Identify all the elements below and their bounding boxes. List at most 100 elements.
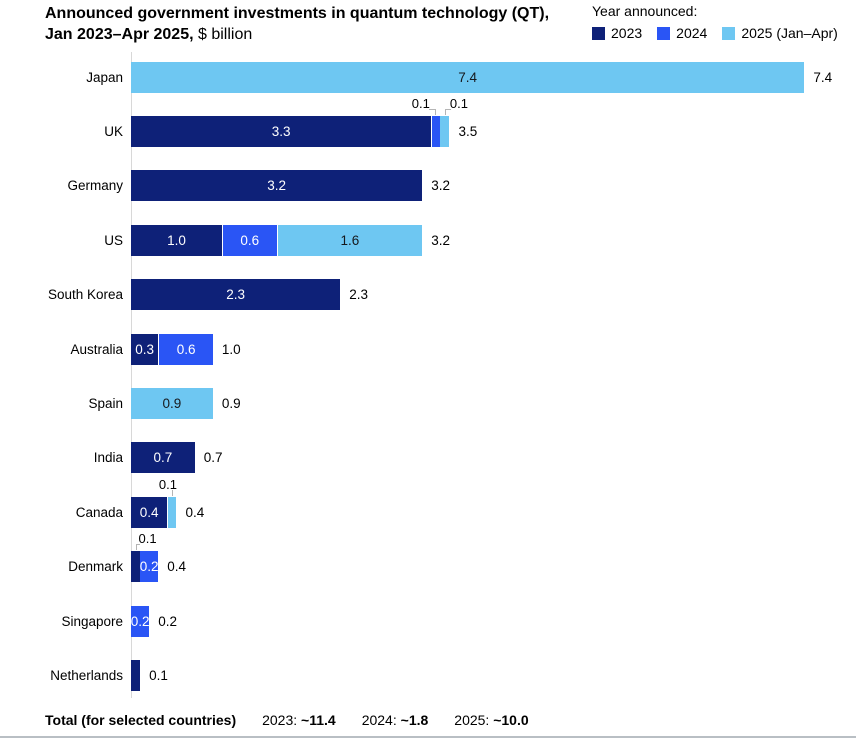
segment-value-label: 7.4	[458, 69, 478, 85]
segment-value-label: 0.2	[130, 613, 150, 629]
footer-value-2025: ~10.0	[493, 712, 529, 728]
footer-total-2024: 2024: ~1.8	[362, 712, 429, 728]
bar-row-canada: Canada 0.4 0.1 0.4	[0, 477, 856, 539]
callout-connector	[428, 109, 436, 116]
bar-segment-2023	[131, 551, 141, 583]
legend-title: Year announced:	[592, 3, 698, 19]
segment-value-label: 0.3	[135, 341, 155, 357]
country-label: UK	[104, 124, 123, 140]
bar-total-label: 2.3	[349, 287, 369, 303]
country-label: India	[93, 450, 123, 466]
bar-segment-2024: 0.6	[158, 333, 213, 365]
segment-value-label: 1.6	[340, 232, 360, 248]
footer-value-2024: ~1.8	[400, 712, 429, 728]
segment-value-label: 0.6	[176, 341, 196, 357]
bar-group: 0.1	[131, 659, 856, 691]
country-label: Germany	[67, 178, 123, 194]
bar-group: 0.9 0.9	[131, 388, 856, 420]
bar-segment-2023	[131, 659, 141, 691]
bar-total-label: 0.1	[149, 667, 168, 683]
footer-value-2023: ~11.4	[301, 712, 336, 728]
footer: Total (for selected countries) 2023: ~11…	[0, 712, 856, 738]
bar-row-japan: Japan 7.4 7.4	[0, 50, 856, 104]
axis-line	[131, 52, 132, 698]
bar-total-label: 0.4	[167, 559, 187, 575]
bar-group: 0.3 0.6 1.0	[131, 333, 856, 365]
callout-value-label: 0.1	[449, 96, 468, 112]
legend-label-2024: 2024	[676, 25, 708, 41]
bar-segment-2024: 0.6	[222, 224, 277, 256]
bar-segment-2025: 7.4	[131, 61, 805, 93]
country-label: South Korea	[47, 287, 123, 303]
title-line-1: Announced government investments in quan…	[45, 5, 550, 22]
segment-value-label: 0.6	[240, 232, 260, 248]
country-label: Australia	[70, 341, 123, 357]
bar-group: 3.3 0.1 0.1 3.5	[131, 96, 856, 148]
bar-segment-2023: 3.2	[131, 170, 423, 202]
legend-swatch-2025-icon	[722, 27, 736, 40]
bar-total-label: 3.2	[431, 232, 450, 248]
bar-group: 7.4 7.4	[131, 61, 856, 93]
bar-segment-2025: 0.9	[131, 388, 213, 420]
segment-value-label: 0.4	[139, 504, 159, 520]
bar-total-label: 0.4	[185, 504, 205, 520]
bar-group: 0.4 0.1 0.4	[131, 477, 856, 528]
country-label: US	[104, 232, 123, 248]
bar-row-australia: Australia 0.3 0.6 1.0	[0, 322, 856, 376]
bar-group: 2.3 2.3	[131, 279, 856, 311]
legend-swatch-2023-icon	[592, 27, 605, 40]
country-label: Denmark	[68, 559, 123, 575]
callout-value-label: 0.1	[158, 476, 177, 492]
title-line-2-bold: Jan 2023–Apr 2025,	[45, 26, 194, 43]
legend-label-2023: 2023	[611, 25, 643, 41]
bar-row-uk: UK 3.3 0.1 0.1 3.5	[0, 96, 856, 158]
bar-row-spain: Spain 0.9 0.9	[0, 376, 856, 430]
bar-group: 0.1 0.2 0.4	[131, 531, 856, 583]
bar-group: 3.2 3.2	[131, 170, 856, 202]
bar-segment-2023: 1.0	[131, 224, 222, 256]
legend-item-2024: 2024	[657, 25, 707, 42]
legend: Year announced: 2023 2024 2025 (Jan–Apr)	[592, 3, 848, 42]
footer-total-2023: 2023: ~11.4	[262, 712, 336, 728]
bar-row-denmark: Denmark 0.1 0.2 0.4	[0, 531, 856, 594]
bar-row-germany: Germany 3.2 3.2	[0, 159, 856, 213]
country-label: Canada	[75, 504, 123, 520]
bar-segment-2023: 3.3	[131, 116, 432, 148]
callout-connector	[135, 544, 140, 551]
footer-year-2023: 2023:	[262, 712, 298, 728]
footer-year-2025: 2025:	[454, 712, 490, 728]
chart: Japan 7.4 7.4 UK 3.3 0.1 0.1 3.5 Germany 3.2 3.2 US…	[0, 50, 856, 704]
bar-segment-2023: 0.4	[131, 496, 168, 528]
legend-label-2025: 2025 (Jan–Apr)	[741, 25, 838, 41]
bar-total-label: 0.7	[203, 450, 223, 466]
callout-value-label: 0.1	[411, 96, 430, 112]
legend-item-2025: 2025 (Jan–Apr)	[722, 25, 838, 42]
title-unit-label: $ billion	[193, 26, 253, 43]
country-label: Spain	[88, 396, 123, 412]
bar-group: 1.0 0.6 1.6 3.2	[131, 224, 856, 256]
bar-total-label: 7.4	[813, 69, 833, 85]
bar-total-label: 1.0	[221, 341, 241, 357]
bar-total-label: 0.2	[158, 613, 177, 629]
bar-group: 0.7 0.7	[131, 442, 856, 474]
segment-value-label: 1.0	[167, 232, 186, 248]
bar-total-label: 0.9	[221, 396, 241, 412]
country-label: Netherlands	[50, 667, 123, 683]
legend-swatch-2024-icon	[657, 27, 671, 40]
bar-segment-2024: 0.2	[140, 551, 159, 583]
bar-row-india: India 0.7 0.7	[0, 431, 856, 485]
bar-segment-2025: 1.6	[276, 224, 423, 256]
footer-total-label: Total (for selected countries)	[45, 712, 237, 728]
segment-value-label: 3.3	[271, 124, 291, 140]
segment-value-label: 0.9	[162, 396, 182, 412]
bar-segment-2025	[440, 116, 450, 148]
bar-segment-2025	[167, 496, 177, 528]
bar-segment-2023: 0.3	[131, 333, 159, 365]
bar-segment-2023: 2.3	[131, 279, 341, 311]
footer-year-2024: 2024:	[361, 712, 397, 728]
bar-segment-2023: 0.7	[131, 442, 195, 474]
bar-segment-2024	[431, 116, 441, 148]
bar-row-netherlands: Netherlands 0.1	[0, 648, 856, 702]
callout-connector	[171, 489, 173, 496]
